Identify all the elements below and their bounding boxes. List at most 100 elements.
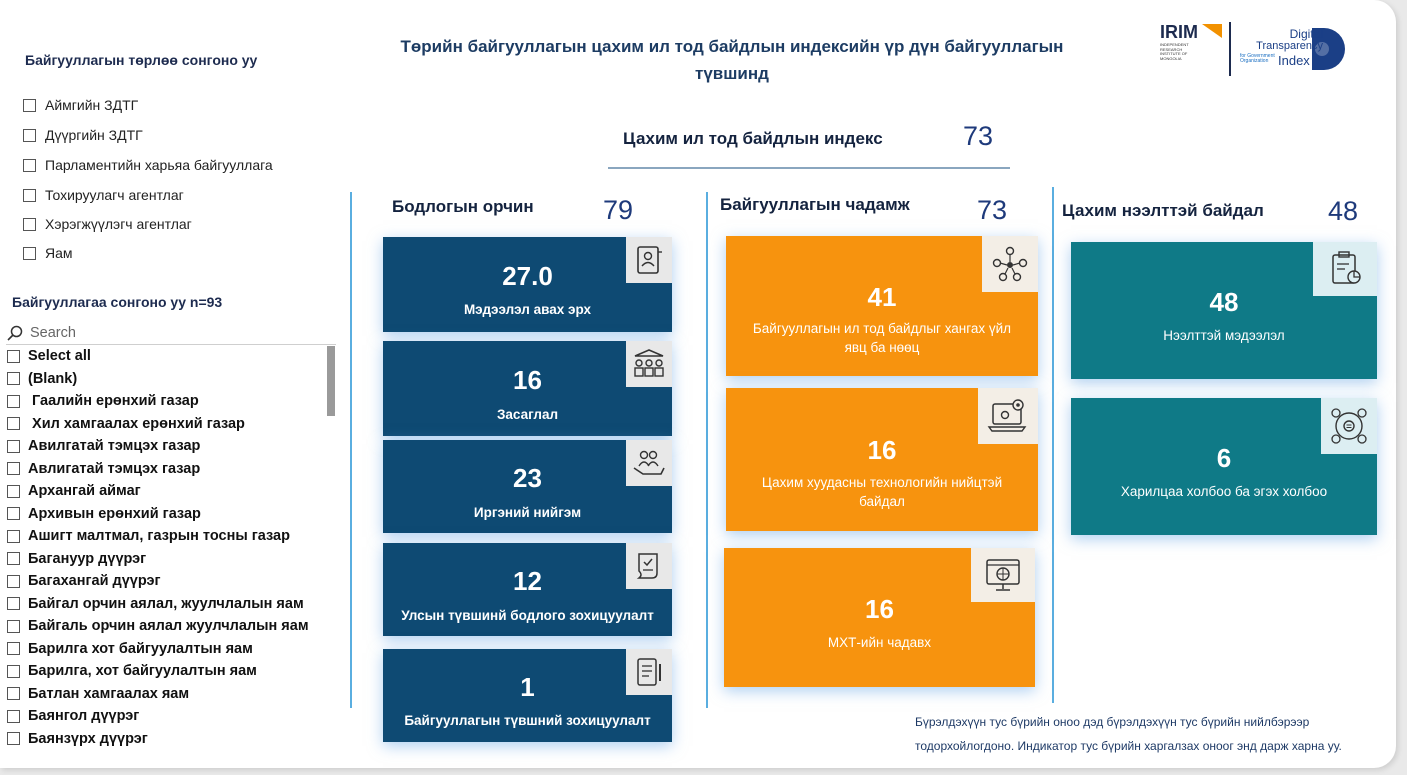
dti-word: Digital [1289, 27, 1323, 41]
tile-value: 27.0 [502, 261, 553, 291]
org-list-item[interactable]: Барилга, хот байгуулалтын яам [7, 663, 257, 679]
section-value-capacity: 73 [977, 195, 1008, 225]
checkbox[interactable] [7, 664, 20, 678]
org-list-item[interactable]: Барилга хот байгуулалтын яам [7, 641, 253, 657]
org-list-item[interactable]: (Blank) [7, 371, 77, 387]
checkbox[interactable] [7, 349, 20, 363]
tile-label: Улсын түвшинй бодлого зохицуулалт [401, 608, 654, 623]
metric-tile[interactable]: 48 Нээлттэй мэдээлэл [1071, 242, 1377, 379]
org-list-item[interactable]: Авилгатай тэмцэх газар [7, 438, 200, 454]
metric-tile[interactable]: 12 Улсын түвшинй бодлого зохицуулалт [383, 543, 672, 636]
irim-subtitle: INDEPENDENT RESEARCH INSTITUTE OF MONGOL… [1160, 42, 1189, 61]
irim-logo: IRIM INDEPENDENT RESEARCH INSTITUTE OF M… [1160, 22, 1230, 82]
index-value: 73 [963, 121, 994, 151]
section-value-policy: 79 [603, 195, 634, 225]
search-input[interactable]: Search [30, 325, 76, 341]
org-list-item-label: Архивын ерөнхий газар [28, 505, 201, 522]
scrollbar-thumb[interactable] [327, 346, 335, 416]
checkbox[interactable] [23, 188, 36, 202]
org-list-item[interactable]: Баянгол дүүрэг [7, 708, 139, 724]
clipboard-chart-icon [1313, 242, 1377, 296]
org-type-option[interactable]: Тохируулагч агентлаг [23, 187, 184, 203]
search-box[interactable]: Search [6, 322, 336, 345]
section-value-openness: 48 [1328, 196, 1359, 226]
divider [706, 192, 708, 708]
checkbox[interactable] [7, 484, 20, 498]
org-list-item-label: (Blank) [28, 370, 78, 387]
certificate-icon [626, 543, 672, 589]
checkbox[interactable] [7, 574, 20, 588]
search-icon [7, 325, 23, 341]
org-type-option[interactable]: Хэрэгжүүлэгч агентлаг [23, 216, 192, 232]
dti-logo-mark-icon [1312, 28, 1345, 70]
org-type-option[interactable]: Дүүргийн ЗДТГ [23, 127, 143, 143]
governance-icon [626, 341, 672, 387]
org-list-item[interactable]: Баянзүрх дүүрэг [7, 731, 148, 747]
tile-value: 16 [867, 435, 897, 465]
checkbox[interactable] [7, 394, 20, 408]
metric-tile[interactable]: 16 Цахим хуудасны технологийн нийцтэй ба… [726, 388, 1038, 531]
org-list-item[interactable]: Гаалийн ерөнхий газар [7, 393, 199, 409]
checkbox[interactable] [23, 217, 36, 231]
org-list-item-label: Авилгатай тэмцэх газар [28, 438, 201, 454]
org-list-item[interactable]: Архивын ерөнхий газар [7, 506, 201, 522]
tile-label: Нээлттэй мэдээлэл [1163, 328, 1285, 343]
metric-tile[interactable]: 1 Байгууллагын түвшний зохицуулалт [383, 649, 672, 742]
profile-document-icon [626, 237, 672, 283]
org-list-item[interactable]: Байгал орчин аялал, жуулчлалын яам [7, 596, 304, 612]
org-list-item[interactable]: Архангай аймаг [7, 483, 141, 499]
checkbox[interactable] [7, 439, 20, 453]
checkbox[interactable] [7, 417, 20, 430]
logo-separator [1229, 22, 1231, 76]
checkbox[interactable] [23, 98, 36, 112]
laptop-gear-icon [978, 388, 1038, 444]
checkbox[interactable] [7, 462, 20, 475]
option-label: Тохируулагч агентлаг [45, 187, 184, 203]
checkbox[interactable] [7, 687, 20, 700]
metric-tile[interactable]: 16 Засаглал [383, 341, 672, 436]
checkbox[interactable] [7, 709, 20, 723]
metric-tile[interactable]: 27.0 Мэдээлэл авах эрх [383, 237, 672, 332]
org-list-item[interactable]: Байгаль орчин аялал жуулчлалын яам [7, 618, 309, 634]
option-label: Аймгийн ЗДТГ [45, 97, 139, 113]
checkbox[interactable] [7, 507, 20, 520]
org-type-option[interactable]: Яам [23, 245, 73, 261]
org-list-item[interactable]: Багахангай дүүрэг [7, 573, 161, 589]
checkbox[interactable] [7, 552, 20, 565]
org-type-option[interactable]: Парламентийн харьяа байгууллага [23, 157, 273, 173]
checkbox[interactable] [7, 732, 20, 745]
org-list-item[interactable]: Ашигт малтмал, газрын тосны газар [7, 528, 290, 544]
checkbox[interactable] [7, 642, 20, 655]
checkbox[interactable] [7, 372, 20, 385]
checkbox[interactable] [7, 619, 20, 633]
checkbox[interactable] [7, 597, 20, 610]
org-list-item-label: Баянзүрх дүүрэг [28, 730, 148, 747]
footnote-line[interactable]: тодорхойлогдоно. Индикатор тус бүрийн ха… [915, 739, 1342, 753]
tile-value: 41 [867, 282, 897, 312]
org-list-item[interactable]: Select all [7, 348, 91, 364]
org-list-item-label: Барилга хот байгуулалтын яам [28, 640, 253, 657]
org-list-item[interactable]: Авлигатай тэмцэх газар [7, 461, 200, 477]
people-in-hand-icon [626, 440, 672, 486]
option-label: Дүүргийн ЗДТГ [45, 127, 143, 143]
checkbox[interactable] [23, 128, 36, 142]
org-list-item[interactable]: Хил хамгаалах ерөнхий газар [7, 416, 245, 432]
org-list-item[interactable]: Багануур дүүрэг [7, 551, 146, 567]
checkbox[interactable] [23, 246, 36, 260]
metric-tile[interactable]: 41 Байгууллагын ил тод байдлыг хангах үй… [726, 236, 1038, 376]
metric-tile[interactable]: 6 Харилцаа холбоо ба эгэх холбоо [1071, 398, 1377, 535]
document-pen-icon [626, 649, 672, 695]
org-type-heading: Байгууллагын төрлөө сонгоно уу [25, 52, 258, 68]
org-list-item[interactable]: Батлан хамгаалах яам [7, 686, 189, 702]
page-title-line: түвшинд [695, 64, 769, 83]
metric-tile[interactable]: 16 МХТ-ийн чадавх [724, 548, 1035, 687]
section-title-openness: Цахим нээлттэй байдал [1062, 201, 1264, 220]
section-title-policy: Бодлогын орчин [392, 197, 534, 216]
metric-tile[interactable]: 23 Иргэний нийгэм [383, 440, 672, 533]
checkbox[interactable] [7, 529, 20, 543]
org-list-item-label: Хил хамгаалах ерөнхий газар [28, 415, 245, 432]
dti-small: Organization [1240, 58, 1269, 64]
tile-label: Мэдээлэл авах эрх [463, 302, 592, 317]
checkbox[interactable] [23, 158, 36, 172]
org-type-option[interactable]: Аймгийн ЗДТГ [23, 97, 138, 113]
